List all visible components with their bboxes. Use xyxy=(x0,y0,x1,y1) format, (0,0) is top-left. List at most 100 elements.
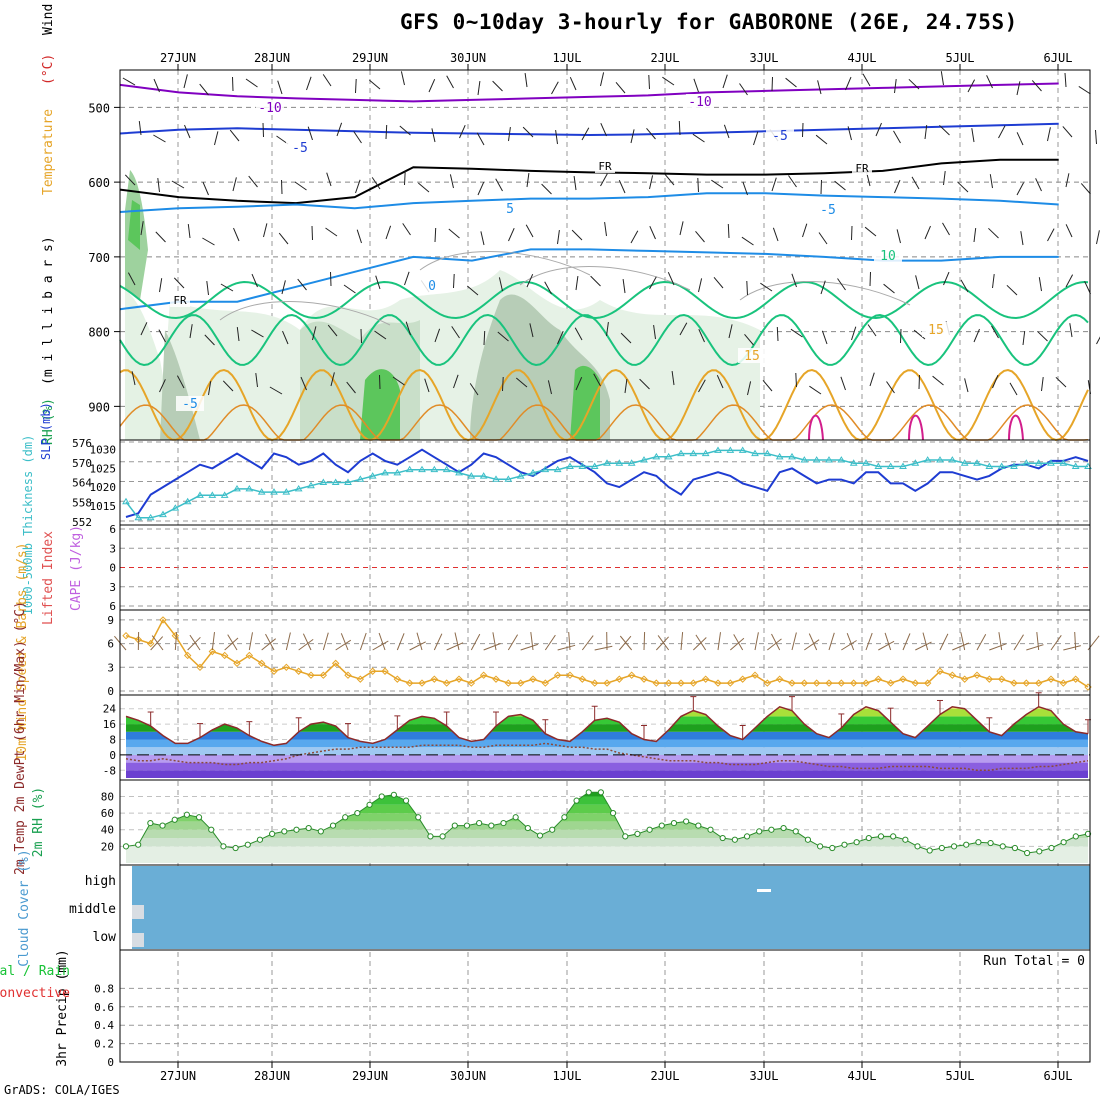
thickness-marker xyxy=(775,452,784,460)
wind-barb xyxy=(159,379,166,393)
wind-speed-marker xyxy=(344,671,352,679)
thickness-marker xyxy=(504,475,513,482)
wind-barb xyxy=(424,378,430,393)
wind-speed-marker xyxy=(899,675,907,683)
wind-barb xyxy=(251,329,264,338)
wind-barb xyxy=(497,331,509,342)
wind-barb xyxy=(649,175,654,190)
rh-marker xyxy=(281,828,288,835)
wind-barb xyxy=(960,279,969,293)
rh-marker xyxy=(938,844,945,852)
cloud-cover-fill xyxy=(132,866,1090,949)
contour-label-bg xyxy=(852,160,872,175)
contour-label-bg xyxy=(256,100,284,115)
wind-barb xyxy=(900,328,902,344)
wind-barb-10m xyxy=(865,632,873,651)
thickness-marker xyxy=(1034,459,1043,466)
wind-speed-marker xyxy=(418,679,426,687)
cloud-level-label: middle xyxy=(69,902,116,917)
thickness-marker xyxy=(603,459,611,466)
grid-lines xyxy=(114,70,1090,1063)
wind-barb-10m xyxy=(1036,632,1040,651)
date-label-bottom: 1JUL xyxy=(553,1069,582,1083)
wind-barb xyxy=(875,122,882,137)
isotherm-20 xyxy=(808,414,824,441)
rh-marker xyxy=(415,814,422,821)
wind-barb xyxy=(417,182,430,193)
wind-barb xyxy=(695,230,705,243)
rh-marker xyxy=(877,833,885,840)
wind-barb xyxy=(404,170,406,186)
date-label-top: 6JUL xyxy=(1044,51,1073,65)
wind-barb xyxy=(957,181,969,193)
wind-barb xyxy=(790,328,803,338)
contour-label: 0 xyxy=(428,279,436,294)
date-label-bottom: 6JUL xyxy=(1044,1069,1073,1083)
wind-barb xyxy=(1047,228,1055,242)
thickness-marker xyxy=(553,465,562,473)
wind-speed-marker xyxy=(1010,679,1018,687)
date-label-top: 27JUN xyxy=(160,51,196,65)
rh-marker xyxy=(597,789,605,796)
wind-barb-10m xyxy=(998,632,1003,651)
wind-barb xyxy=(281,179,283,195)
wind-barb-10m xyxy=(454,632,460,651)
wind-speed-marker xyxy=(825,679,833,687)
wind-barb-10m xyxy=(520,643,538,651)
wind-barb-10m xyxy=(507,634,519,651)
wind-barb-10m xyxy=(733,634,744,651)
wind-speed-marker xyxy=(122,631,130,640)
wind-barb xyxy=(551,81,559,95)
thickness-marker xyxy=(578,462,587,469)
rh-marker xyxy=(683,818,690,825)
rh-marker xyxy=(232,844,239,852)
wind-barb-10m xyxy=(846,633,855,651)
temp-tick: 8 xyxy=(109,734,116,747)
rh-marker xyxy=(451,822,458,829)
wind-speed-marker xyxy=(171,631,180,640)
ylabel-temp: 2m Temp 2m DewPt (6hr Min/Max) (°C) xyxy=(13,601,28,875)
ylabel-rh: 2m RH (%) xyxy=(31,787,46,857)
wind-barb xyxy=(483,330,486,346)
wind-barb xyxy=(208,381,212,396)
thickness-marker xyxy=(911,459,920,466)
wind-barb-10m xyxy=(265,633,275,651)
rh-marker xyxy=(622,833,629,840)
wind-barb xyxy=(492,80,503,92)
wind-barb xyxy=(728,324,733,339)
ylabel-cloud: Cloud Cover (%) xyxy=(17,849,32,966)
wind-barb xyxy=(818,232,828,245)
date-label-top: 4JUL xyxy=(848,51,877,65)
rh-marker xyxy=(926,847,933,854)
slp-tick: 1020 xyxy=(90,481,117,494)
rh-marker xyxy=(609,810,617,817)
thickness-marker xyxy=(837,456,846,463)
wind-barb xyxy=(988,227,999,239)
thickness-marker xyxy=(529,468,537,476)
rh-band xyxy=(126,796,1088,805)
wind-barb-10m xyxy=(594,645,613,651)
page-title: GFS 0~10day 3-hourly for GABORONE (26E, … xyxy=(400,10,1018,34)
wind-barb xyxy=(307,126,313,141)
wind-barb-10m xyxy=(771,633,781,651)
wind-barb xyxy=(802,223,808,238)
isotherm-FR xyxy=(119,158,1059,205)
wind-speed-marker xyxy=(442,679,451,687)
wind-barb xyxy=(924,125,928,140)
thickness-marker xyxy=(948,456,957,463)
wind-barb xyxy=(199,83,209,96)
wind-barb xyxy=(851,225,853,241)
rh-band xyxy=(126,804,1088,814)
wind-barb xyxy=(772,227,779,242)
isotherm--5 xyxy=(119,192,1059,213)
isotherm--5 xyxy=(119,122,1059,137)
wind-speed-marker xyxy=(134,635,143,644)
wind-speed-marker xyxy=(701,675,710,683)
wind-barb-10m xyxy=(680,632,684,651)
rh-marker xyxy=(354,810,361,817)
wind-barb xyxy=(515,377,528,388)
thickness-marker xyxy=(455,468,463,476)
wind-barb-10m xyxy=(187,636,201,651)
wind-barb xyxy=(664,173,675,186)
